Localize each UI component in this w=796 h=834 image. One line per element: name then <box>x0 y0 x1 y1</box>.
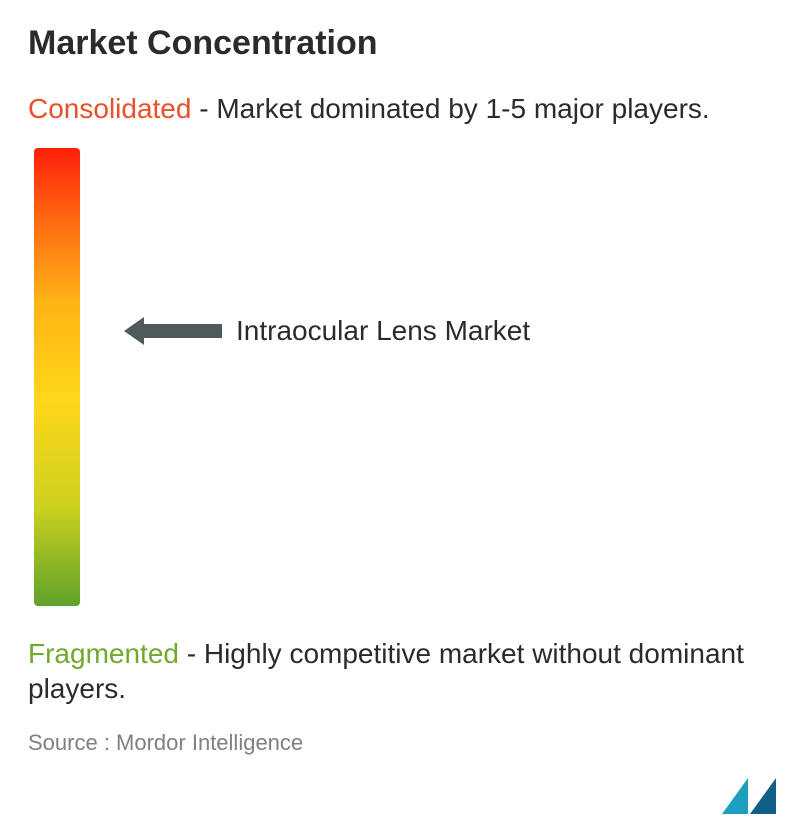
concentration-gauge <box>34 148 80 606</box>
consolidated-key: Consolidated <box>28 93 191 124</box>
brand-logo-icon <box>722 778 776 814</box>
pointer-arrow-icon <box>124 317 222 345</box>
market-pointer: Intraocular Lens Market <box>124 315 530 347</box>
fragmented-sep: - <box>179 638 204 669</box>
arrow-head-icon <box>124 317 144 345</box>
source-prefix: Source : <box>28 730 116 755</box>
fragmented-definition: Fragmented - Highly competitive market w… <box>28 636 768 706</box>
consolidated-sep: - <box>191 93 216 124</box>
arrow-shaft-icon <box>144 324 222 338</box>
source-name: Mordor Intelligence <box>116 730 303 755</box>
consolidated-desc: Market dominated by 1-5 major players. <box>216 93 709 124</box>
consolidated-definition: Consolidated - Market dominated by 1-5 m… <box>28 91 768 126</box>
logo-tri-right-icon <box>750 778 776 814</box>
logo-tri-left-icon <box>722 778 748 814</box>
page-title: Market Concentration <box>28 24 768 63</box>
concentration-gauge-area: Intraocular Lens Market <box>34 148 768 606</box>
fragmented-key: Fragmented <box>28 638 179 669</box>
source-attribution: Source : Mordor Intelligence <box>28 730 768 756</box>
pointer-label: Intraocular Lens Market <box>236 315 530 347</box>
